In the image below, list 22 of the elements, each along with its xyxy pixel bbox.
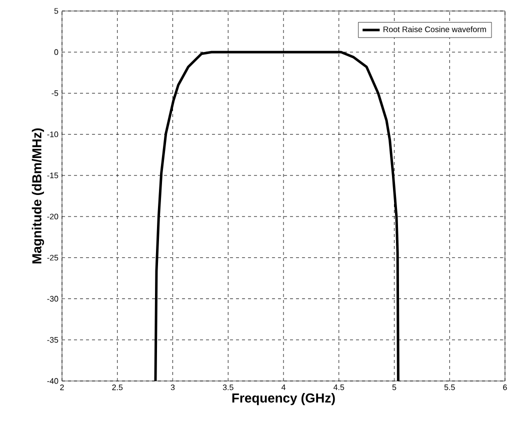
y-tick-label: -25	[47, 254, 58, 260]
x-tick-label: 2	[60, 384, 64, 390]
x-tick-label: 4	[281, 384, 286, 390]
legend-label: Root Raise Cosine waveform	[384, 26, 486, 32]
x-tick-label: 5.5	[444, 384, 455, 390]
y-tick-label: -40	[47, 378, 58, 384]
x-axis-title: Frequency (GHz)	[232, 393, 335, 406]
y-tick-label: -10	[47, 131, 58, 138]
x-tick-label: 3	[170, 384, 175, 390]
x-tick-label: 2.5	[112, 384, 123, 390]
x-tick-label: 6	[503, 384, 507, 390]
y-tick-label: -35	[47, 337, 58, 343]
x-tick-label: 3.5	[222, 384, 234, 390]
y-tick-label: 5	[54, 8, 58, 14]
x-tick-label: 4.5	[334, 384, 344, 390]
y-tick-label: -5	[52, 90, 58, 96]
y-tick-label: -30	[47, 296, 58, 302]
y-tick-label: 0	[54, 49, 58, 55]
x-tick-label: 5	[392, 384, 396, 390]
y-tick-label: -15	[47, 172, 58, 178]
y-axis-title: Magnitude (dBm/MHz)	[32, 128, 44, 264]
y-tick-label: -20	[47, 214, 58, 220]
